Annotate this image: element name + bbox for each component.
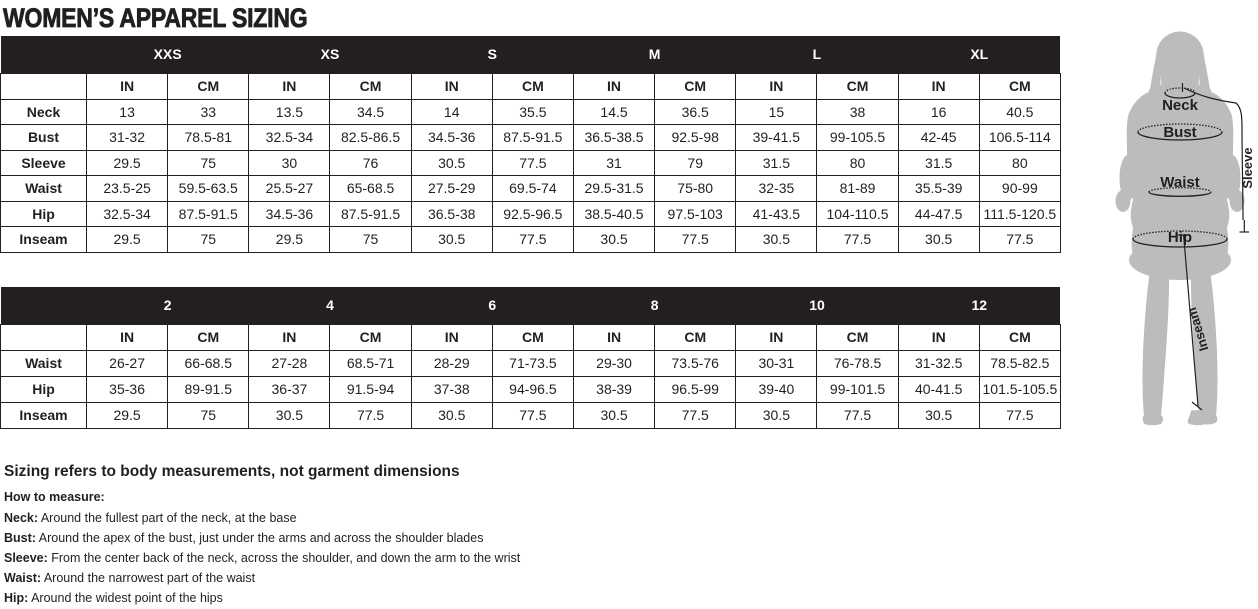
- svg-text:Hip: Hip: [1168, 229, 1192, 246]
- svg-text:Sleeve: Sleeve: [1240, 147, 1255, 188]
- svg-text:Bust: Bust: [1163, 124, 1196, 141]
- svg-text:Neck: Neck: [1162, 97, 1199, 114]
- svg-text:Waist: Waist: [1160, 174, 1199, 191]
